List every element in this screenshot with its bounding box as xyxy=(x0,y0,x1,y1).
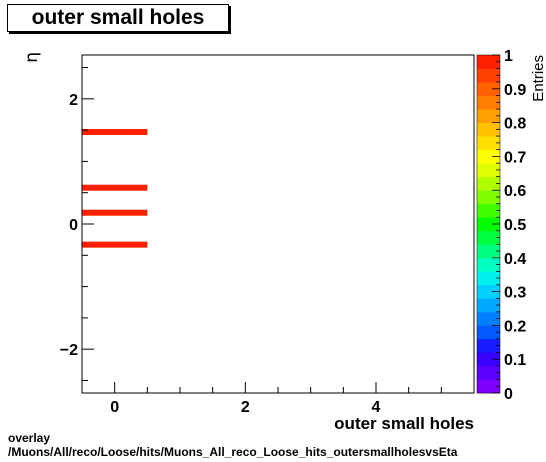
palette-swatch xyxy=(477,230,500,245)
z-tick-label: 0.8 xyxy=(504,116,526,133)
x-axis: 0 2 4 xyxy=(81,382,475,416)
palette-swatch xyxy=(477,311,500,326)
x-tick-label: 0 xyxy=(110,399,119,416)
palette-swatch xyxy=(477,271,500,286)
palette-swatch xyxy=(477,298,500,313)
histogram-cell-0 xyxy=(82,128,148,135)
x-tick-label: 4 xyxy=(372,399,381,416)
palette-swatch xyxy=(477,136,500,151)
z-tick-label: 1 xyxy=(504,48,513,65)
palette-swatch xyxy=(477,149,500,164)
z-tick-label: 0.2 xyxy=(504,318,526,335)
palette-swatch xyxy=(477,190,500,205)
chart-title: outer small holes xyxy=(7,4,229,32)
palette-swatch xyxy=(477,338,500,353)
footer-line-overlay: overlay xyxy=(8,431,51,445)
x-tick-label: 2 xyxy=(241,399,250,416)
footer: overlay /Muons/All/reco/Loose/hits/Muons… xyxy=(8,431,457,459)
histogram-cell-1 xyxy=(82,184,148,191)
histogram-2d: 0 2 4 −2 0 2 0 0.1 0.2 0.3 0.4 0.5 0.6 0.7 0.8 0.9 1 o… xyxy=(22,48,546,430)
y-axis: −2 0 2 xyxy=(60,67,94,381)
z-axis: 0 0.1 0.2 0.3 0.4 0.5 0.6 0.7 0.8 0.9 1 xyxy=(492,48,526,403)
z-tick-label: 0.9 xyxy=(504,82,526,99)
cells-layer xyxy=(82,128,148,248)
palette-swatch xyxy=(477,284,500,299)
z-tick-label: 0.4 xyxy=(504,251,526,268)
y-tick-label: 2 xyxy=(69,92,78,109)
y-axis-label: η xyxy=(22,52,42,63)
histogram-cell-3 xyxy=(82,241,148,248)
palette-swatch xyxy=(477,163,500,178)
histogram-cell-2 xyxy=(82,209,148,216)
palette-swatch xyxy=(477,109,500,123)
y-tick-label: 0 xyxy=(69,217,78,234)
palette-swatch xyxy=(477,55,500,69)
footer-line-path: /Muons/All/reco/Loose/hits/Muons_All_rec… xyxy=(8,445,458,459)
z-tick-label: 0 xyxy=(504,386,513,403)
palette-swatch xyxy=(477,244,500,259)
palette-swatch xyxy=(477,365,500,380)
palette-swatch xyxy=(477,68,500,83)
color-palette xyxy=(476,54,501,394)
palette-swatch xyxy=(477,352,500,367)
plot-frame xyxy=(81,54,475,394)
z-tick-label: 0.6 xyxy=(504,183,526,200)
palette-swatch xyxy=(477,325,500,340)
x-axis-label: outer small holes xyxy=(334,414,474,430)
palette-swatch xyxy=(477,379,500,394)
z-axis-label: Entries xyxy=(530,55,546,102)
z-tick-label: 0.1 xyxy=(504,352,526,369)
y-tick-label: −2 xyxy=(60,342,78,359)
palette-swatch xyxy=(477,82,500,96)
palette-swatch xyxy=(477,95,500,110)
z-tick-label: 0.5 xyxy=(504,217,526,234)
palette-swatch xyxy=(477,176,500,191)
palette-swatch xyxy=(477,217,500,232)
z-tick-label: 0.3 xyxy=(504,285,526,302)
z-tick-label: 0.7 xyxy=(504,149,526,166)
palette-swatch xyxy=(477,203,500,218)
palette-swatch xyxy=(477,257,500,272)
palette-swatch xyxy=(477,122,500,137)
